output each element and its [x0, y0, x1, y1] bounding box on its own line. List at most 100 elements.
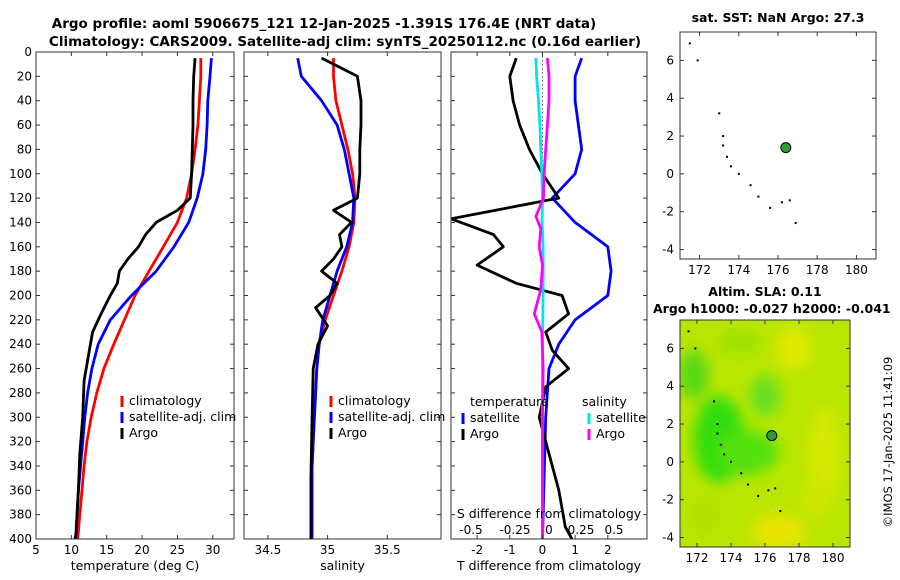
series-group [73, 57, 213, 539]
y-tick-label: 0 [666, 167, 674, 181]
y-tick-label: 6 [666, 341, 674, 355]
x-tick-label: 2 [604, 543, 612, 557]
island-point [696, 59, 699, 62]
y-tick-label: 400 [9, 532, 32, 546]
y-tick-label: 160 [9, 240, 32, 254]
heatmap-blob [776, 327, 811, 370]
y-tick-label: 60 [17, 118, 32, 132]
y-tick-label: -2 [662, 205, 674, 219]
top-x-tick-label: -0.5 [459, 523, 482, 537]
heatmap-blob [802, 480, 830, 519]
x-tick-label: 178 [788, 551, 811, 565]
x-axis-label: T difference from climatology [456, 558, 642, 573]
x-tick-label: 176 [767, 263, 790, 277]
y-tick-label: 260 [9, 362, 32, 376]
legend-title-salinity: salinity [582, 394, 627, 409]
x-tick-label: 10 [64, 543, 79, 557]
x-tick-label: 5 [32, 543, 40, 557]
x-tick-label: 35.5 [374, 543, 401, 557]
legend-label: climatology [338, 393, 411, 408]
island-point [726, 155, 729, 158]
legend-label: satellite-adj. clim [129, 409, 236, 424]
top-x-tick-label: 0.25 [568, 523, 595, 537]
map-background [680, 32, 876, 259]
island-point [747, 483, 749, 486]
x-tick-label: 180 [822, 551, 845, 565]
legend-label: Argo [338, 425, 367, 440]
heatmap-blob [719, 329, 760, 356]
y-tick-label: 80 [17, 142, 32, 156]
x-tick-label: 20 [134, 543, 149, 557]
series-group [451, 57, 613, 539]
x-tick-label: 172 [688, 263, 711, 277]
salinity-panel: 34.5 35 35.5 salinity climatologysatellite-a… [243, 51, 445, 573]
series-line-argo [73, 57, 197, 539]
y-tick-label: 0 [24, 45, 32, 59]
y-tick-label: 320 [9, 435, 32, 449]
y-tick-label: 280 [9, 386, 32, 400]
island-point [769, 206, 772, 209]
x-tick-label: 15 [99, 543, 114, 557]
sst-map-panel: 172 174 176 178 180 -4 -2 0 2 4 6 sat. SST: NaN Arg… [662, 10, 877, 277]
figure-title-line2: Climatology: CARS2009. Satellite-adj cli… [49, 34, 641, 50]
legend-label: Argo [596, 426, 625, 441]
island-point [722, 144, 725, 147]
argo-float-marker [780, 142, 792, 154]
island-point [723, 453, 726, 456]
series-line-s-argo [532, 57, 551, 539]
x-tick-label: 176 [754, 551, 777, 565]
y-tick-label: 360 [9, 483, 32, 497]
x-tick-label: -2 [471, 543, 483, 557]
y-tick-label: 2 [666, 129, 674, 143]
x-tick-label: 34.5 [255, 543, 282, 557]
series-group [296, 56, 363, 539]
island-point [757, 494, 760, 497]
y-tick-label: 180 [9, 264, 32, 278]
figure-title-line1: Argo profile: aoml 5906675_121 12-Jan-20… [52, 16, 596, 32]
island-point [740, 472, 743, 475]
difference-panel: -2 -1 0 1 2T difference from climatology S di… [450, 51, 648, 573]
island-point [737, 172, 740, 175]
x-tick-label: 174 [720, 551, 743, 565]
x-tick-label: 174 [727, 263, 750, 277]
legend-label: Argo [470, 426, 499, 441]
temperature-panel: 5 10 15 20 25 3002040608010012014016018020022… [9, 45, 236, 573]
y-tick-label: 4 [666, 379, 674, 393]
island-point [718, 112, 721, 115]
series-line-t-satellite [541, 57, 613, 539]
heatmap-blob [688, 495, 723, 534]
island-point [716, 432, 719, 435]
legend-label: satellite-adj. clim [338, 409, 445, 424]
plot-area [451, 52, 647, 539]
island-point [788, 199, 791, 202]
y-tick-label: 6 [666, 53, 674, 67]
series-line-satellite-adj-clim [296, 57, 356, 539]
y-tick-label: 2 [666, 417, 674, 431]
y-tick-label: 200 [9, 289, 32, 303]
island-point [719, 443, 722, 446]
y-tick-label: 240 [9, 337, 32, 351]
legend-label: Argo [129, 425, 158, 440]
island-point [729, 165, 732, 168]
y-tick-label: 0 [666, 455, 674, 469]
legend-label: satellite [470, 410, 520, 425]
island-point [687, 330, 690, 333]
y-tick-label: 120 [9, 191, 32, 205]
timestamp-label: ©IMOS 17-Jan-2025 11:41:09 [881, 357, 895, 528]
top-x-tick-label: -0.25 [499, 523, 530, 537]
x-tick-label: 178 [806, 263, 829, 277]
x-tick-label: 25 [170, 543, 185, 557]
x-tick-label: 180 [845, 263, 868, 277]
map-title-line1: Altim. SLA: 0.11 [708, 284, 821, 299]
x-tick-label: 0 [539, 543, 547, 557]
island-point [779, 510, 782, 513]
heatmap-blob [809, 407, 840, 506]
y-tick-label: 140 [9, 215, 32, 229]
sla-map-panel: 172 174 176 178 180 -4 -2 0 2 4 6 Altim. SLA: 0.11 A… [653, 284, 891, 565]
island-point [749, 184, 752, 187]
argo-float-marker [766, 430, 778, 442]
heatmap-blob [751, 514, 806, 547]
heatmap-blob [749, 374, 781, 417]
x-axis-label: salinity [320, 558, 365, 573]
island-point [780, 201, 783, 204]
